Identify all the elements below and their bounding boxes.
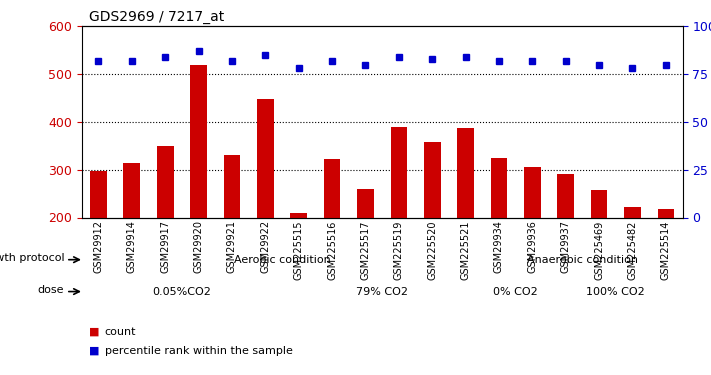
- Bar: [157, 146, 173, 218]
- Text: percentile rank within the sample: percentile rank within the sample: [105, 346, 292, 355]
- Text: ■: ■: [89, 346, 100, 355]
- Bar: [457, 128, 474, 218]
- Bar: [557, 174, 574, 217]
- Bar: [390, 127, 407, 218]
- Bar: [224, 155, 240, 218]
- Bar: [591, 190, 607, 217]
- Text: 0% CO2: 0% CO2: [493, 286, 538, 297]
- Bar: [324, 159, 341, 218]
- Text: ■: ■: [89, 327, 100, 337]
- Text: growth protocol: growth protocol: [0, 253, 64, 263]
- Text: 79% CO2: 79% CO2: [356, 286, 408, 297]
- Bar: [257, 99, 274, 218]
- Text: Aerobic condition: Aerobic condition: [234, 255, 331, 265]
- Bar: [658, 209, 674, 218]
- Text: 100% CO2: 100% CO2: [587, 286, 645, 297]
- Text: count: count: [105, 327, 136, 337]
- Bar: [491, 158, 508, 218]
- Bar: [624, 207, 641, 218]
- Bar: [191, 64, 207, 218]
- Text: Anaerobic condition: Anaerobic condition: [527, 255, 638, 265]
- Bar: [124, 162, 140, 218]
- Text: dose: dose: [38, 285, 64, 295]
- Text: GDS2969 / 7217_at: GDS2969 / 7217_at: [89, 10, 224, 24]
- Bar: [357, 189, 374, 217]
- Text: 0.05%CO2: 0.05%CO2: [152, 286, 211, 297]
- Bar: [424, 142, 441, 218]
- Bar: [290, 213, 307, 217]
- Bar: [524, 167, 540, 217]
- Bar: [90, 171, 107, 217]
